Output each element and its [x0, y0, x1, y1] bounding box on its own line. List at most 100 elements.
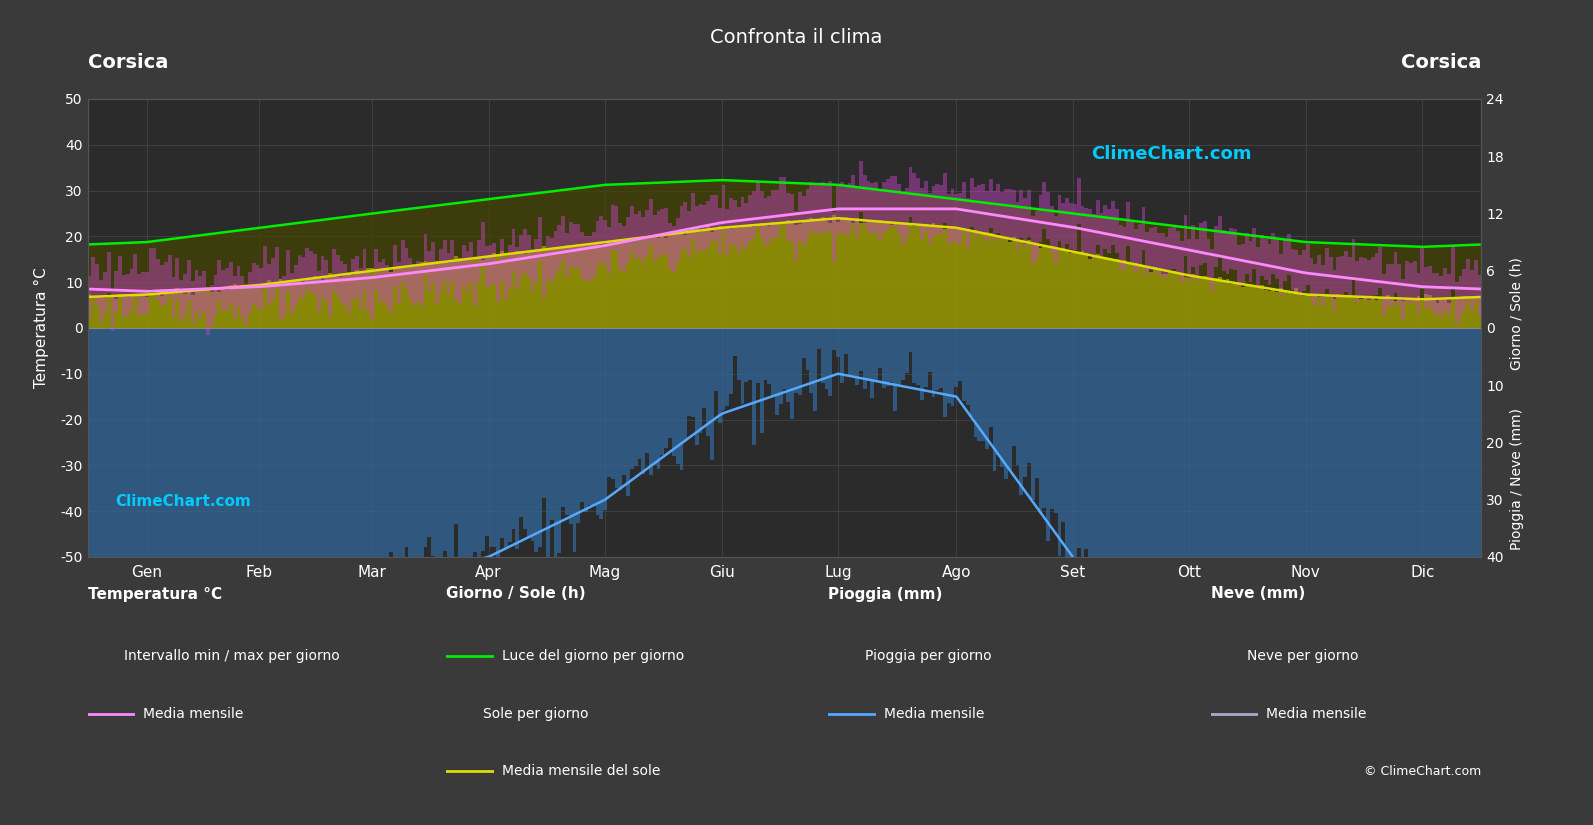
- Bar: [1110, 328, 1115, 620]
- Bar: [489, 257, 492, 328]
- Bar: [1446, 246, 1451, 303]
- Bar: [867, 328, 870, 381]
- Bar: [1008, 205, 1012, 243]
- Bar: [847, 328, 851, 375]
- Bar: [350, 276, 355, 328]
- Bar: [706, 226, 710, 328]
- Bar: [596, 221, 599, 266]
- Bar: [1099, 257, 1104, 328]
- Bar: [153, 328, 156, 653]
- Bar: [812, 183, 817, 233]
- Bar: [749, 195, 752, 242]
- Bar: [1325, 328, 1329, 778]
- Bar: [274, 328, 279, 601]
- Bar: [1077, 178, 1080, 224]
- Bar: [1066, 198, 1069, 244]
- Bar: [271, 283, 274, 328]
- Bar: [339, 328, 344, 582]
- Bar: [344, 217, 347, 276]
- Bar: [757, 328, 760, 383]
- Bar: [523, 229, 527, 271]
- Bar: [566, 245, 569, 328]
- Bar: [191, 295, 194, 328]
- Bar: [905, 223, 908, 328]
- Bar: [1268, 244, 1271, 285]
- Bar: [763, 182, 768, 223]
- Bar: [1421, 247, 1424, 301]
- Bar: [470, 328, 473, 564]
- Bar: [1069, 213, 1072, 253]
- Bar: [492, 328, 497, 547]
- Bar: [255, 289, 260, 328]
- Bar: [1238, 244, 1241, 285]
- Bar: [110, 243, 115, 296]
- Bar: [355, 270, 358, 328]
- Bar: [363, 214, 366, 271]
- Bar: [156, 241, 161, 293]
- Bar: [867, 182, 870, 232]
- Bar: [989, 233, 992, 328]
- Bar: [793, 183, 798, 225]
- Bar: [440, 205, 443, 262]
- Bar: [771, 222, 776, 328]
- Bar: [954, 194, 959, 244]
- Bar: [191, 281, 194, 323]
- Bar: [1454, 282, 1459, 323]
- Bar: [523, 195, 527, 254]
- Bar: [172, 238, 175, 293]
- Bar: [1123, 328, 1126, 619]
- Bar: [1168, 228, 1172, 270]
- Bar: [801, 219, 806, 328]
- Bar: [1367, 328, 1370, 712]
- Bar: [481, 260, 484, 328]
- Bar: [695, 328, 699, 445]
- Bar: [123, 295, 126, 328]
- Bar: [1405, 328, 1408, 728]
- Bar: [1203, 328, 1206, 710]
- Bar: [763, 223, 768, 328]
- Bar: [637, 210, 642, 257]
- Bar: [927, 193, 932, 243]
- Bar: [1443, 246, 1446, 299]
- Bar: [1126, 220, 1129, 262]
- Bar: [820, 182, 825, 232]
- Bar: [710, 232, 714, 328]
- Bar: [908, 167, 913, 217]
- Bar: [599, 328, 604, 519]
- Bar: [703, 229, 706, 328]
- Bar: [787, 220, 790, 328]
- Bar: [186, 237, 191, 292]
- Bar: [336, 255, 339, 296]
- Bar: [213, 233, 218, 288]
- Bar: [459, 203, 462, 258]
- Bar: [1276, 328, 1279, 764]
- Bar: [1211, 231, 1214, 280]
- Bar: [580, 233, 585, 277]
- Bar: [588, 236, 591, 280]
- Bar: [374, 328, 378, 582]
- Bar: [768, 226, 771, 328]
- Bar: [199, 235, 202, 291]
- Bar: [306, 222, 309, 278]
- Bar: [664, 182, 667, 238]
- Bar: [1314, 328, 1317, 773]
- Bar: [290, 224, 293, 280]
- Bar: [1012, 206, 1016, 237]
- Bar: [236, 266, 241, 307]
- Bar: [481, 223, 484, 264]
- Bar: [413, 264, 416, 305]
- Bar: [1066, 252, 1069, 328]
- Bar: [851, 175, 855, 225]
- Bar: [1295, 251, 1298, 292]
- Bar: [913, 194, 916, 225]
- Bar: [588, 328, 591, 506]
- Bar: [317, 220, 320, 278]
- Bar: [137, 274, 142, 315]
- Bar: [1466, 295, 1470, 328]
- Bar: [401, 328, 405, 585]
- Bar: [637, 240, 642, 328]
- Bar: [889, 176, 894, 227]
- Bar: [902, 328, 905, 380]
- Bar: [1276, 238, 1279, 280]
- Bar: [1016, 207, 1020, 240]
